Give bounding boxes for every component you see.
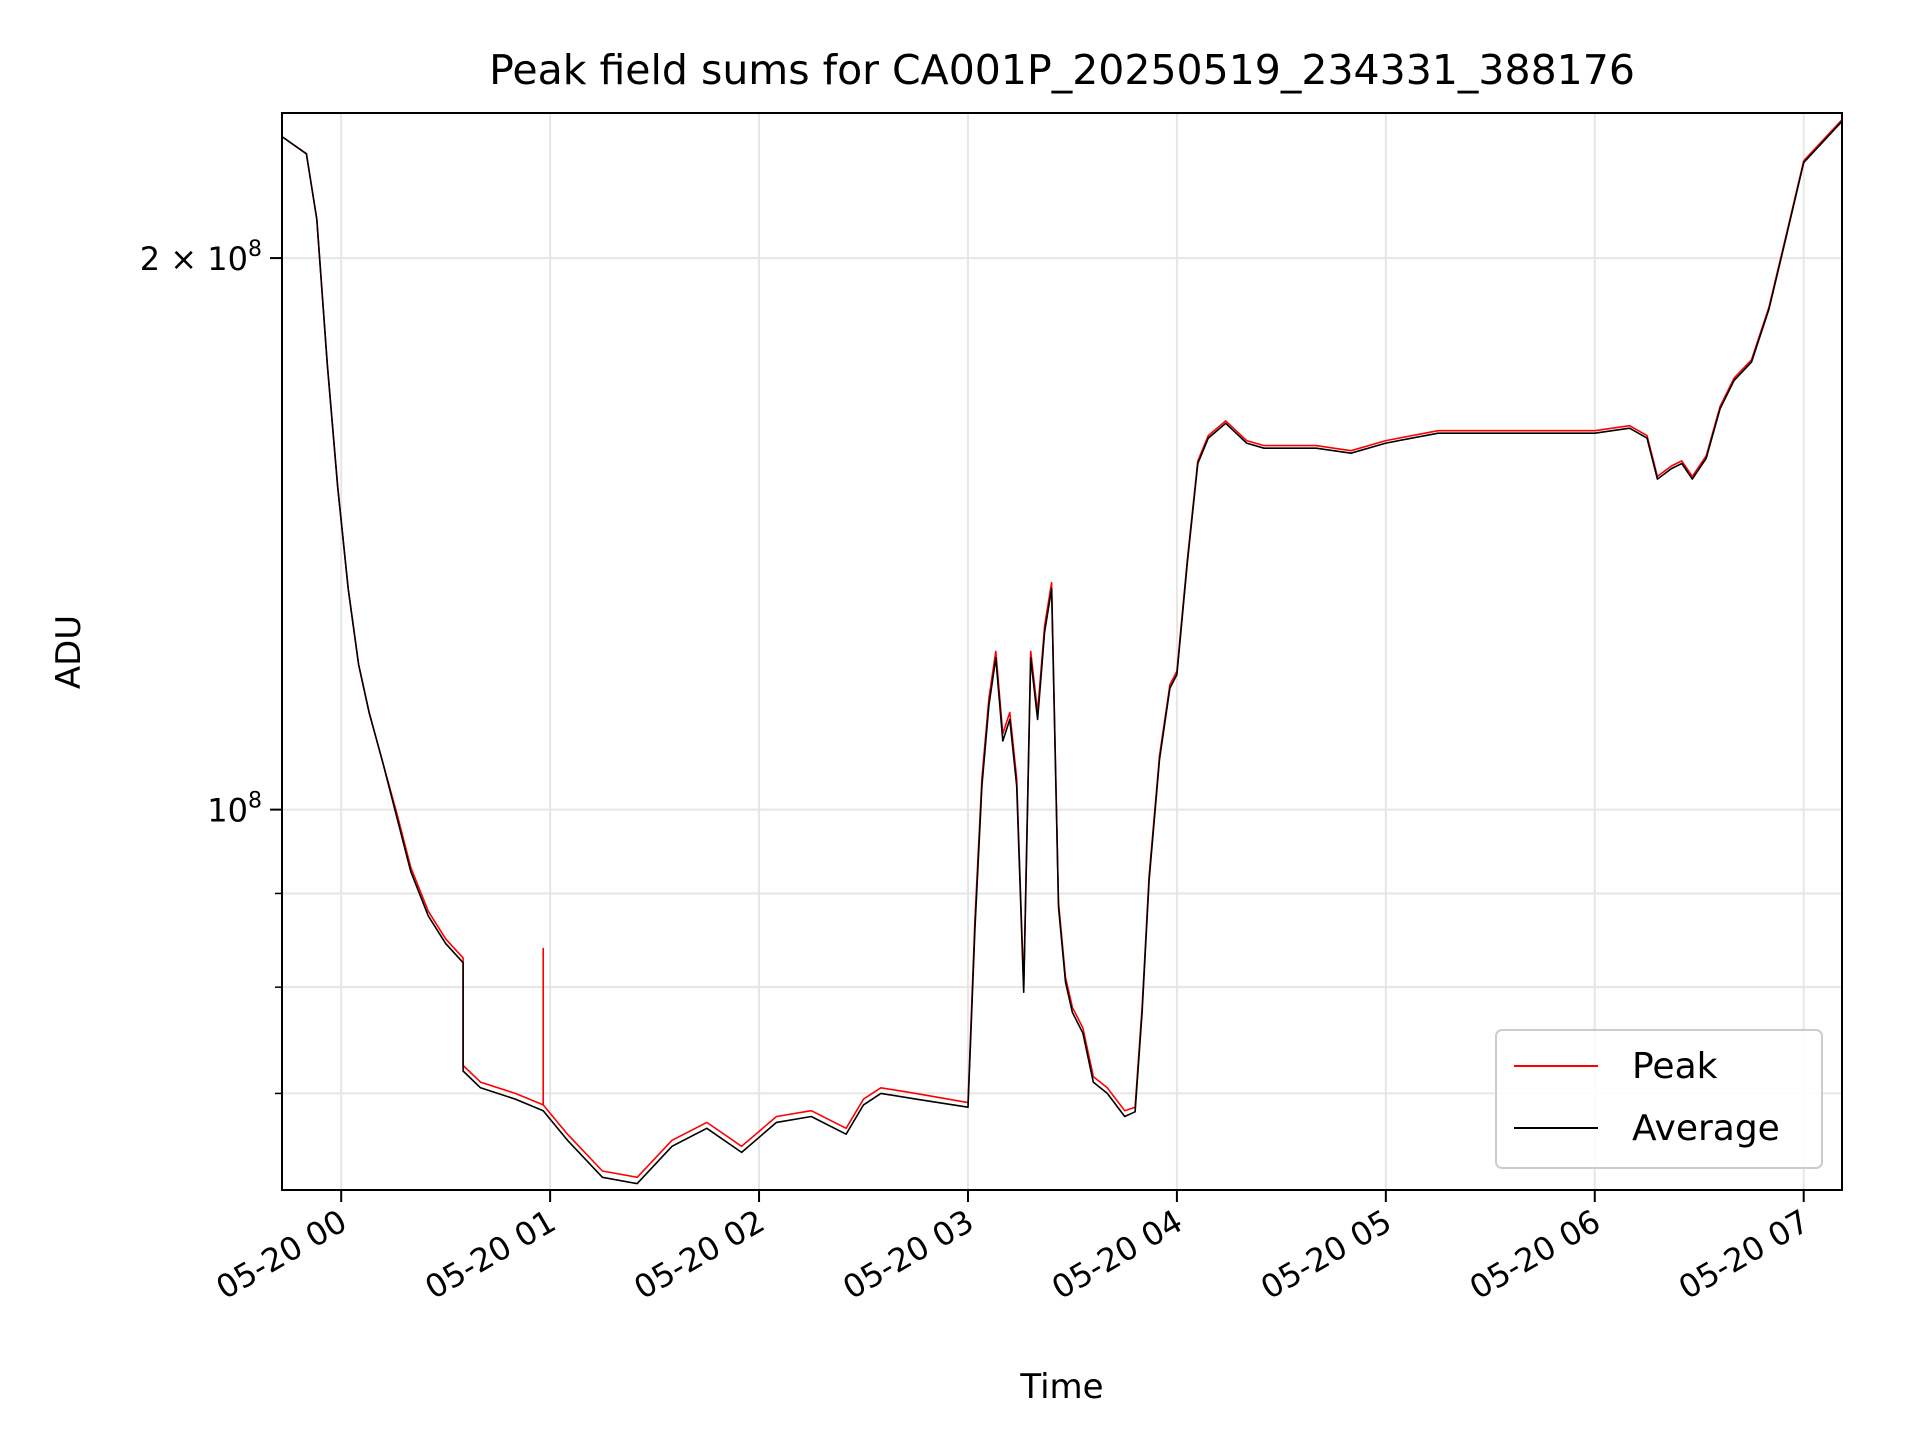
chart-title: Peak field sums for CA001P_20250519_2343… [489,46,1635,94]
y-axis-title: ADU [49,615,89,689]
plot-frame [281,112,1843,1191]
series-layer [281,119,1843,1185]
legend-label-peak: Peak [1632,1046,1718,1087]
legend-box [1495,1029,1823,1169]
legend: Peak Average [1495,1029,1823,1169]
x-axis-title: Time [1019,1367,1103,1407]
legend-label-average: Average [1632,1108,1780,1149]
grid-layer [282,113,1842,1190]
y-tick-label: 108 [207,789,262,830]
series-line-average [281,120,1843,1185]
y-tick-label: 2 × 108 [140,237,262,278]
